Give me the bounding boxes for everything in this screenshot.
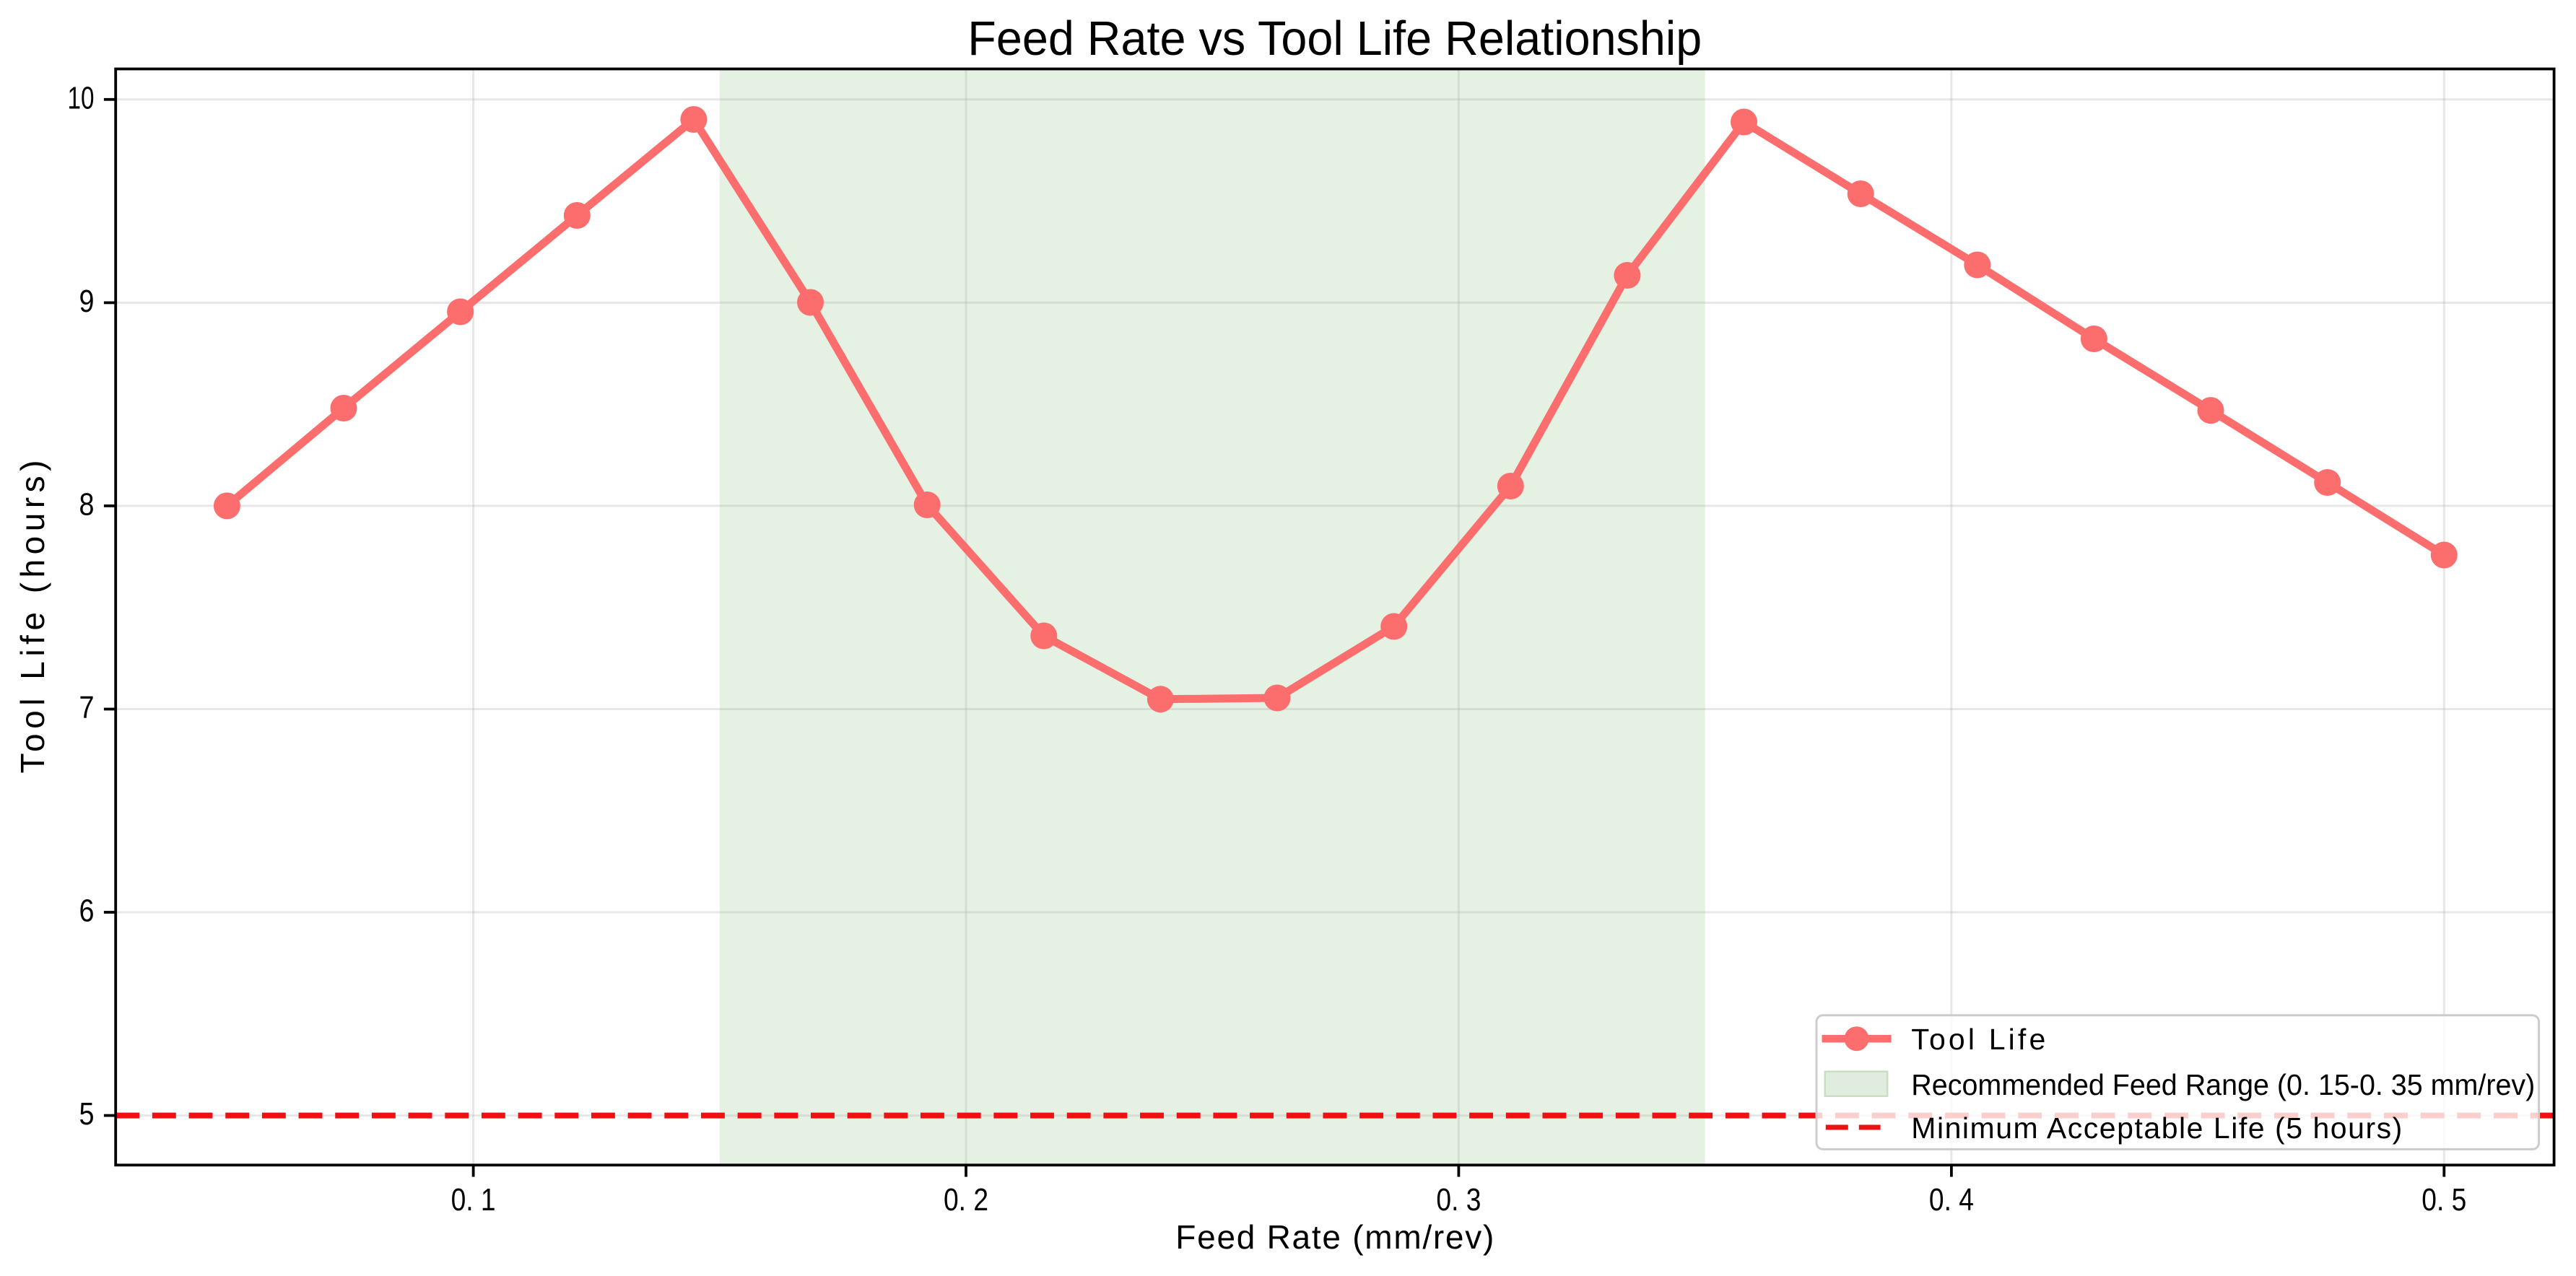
svg-text:0. 5: 0. 5: [2421, 1182, 2466, 1218]
svg-text:Recommended Feed Range (0. 15-: Recommended Feed Range (0. 15-0. 35 mm/r…: [1911, 1068, 2535, 1101]
svg-text:7: 7: [79, 690, 95, 725]
svg-text:0. 4: 0. 4: [1929, 1182, 1974, 1218]
svg-text:Feed Rate (mm/rev): Feed Rate (mm/rev): [1175, 1218, 1494, 1256]
svg-text:8: 8: [79, 487, 95, 523]
svg-text:Feed Rate vs Tool Life Relatio: Feed Rate vs Tool Life Relationship: [967, 12, 1702, 66]
svg-text:0. 3: 0. 3: [1436, 1182, 1481, 1218]
svg-text:Tool Life (hours): Tool Life (hours): [14, 460, 51, 774]
svg-text:0. 2: 0. 2: [944, 1182, 988, 1218]
svg-text:Minimum Acceptable Life (5 hou: Minimum Acceptable Life (5 hours): [1911, 1111, 2402, 1145]
svg-text:Tool Life: Tool Life: [1911, 1023, 2045, 1056]
svg-text:0. 1: 0. 1: [451, 1182, 496, 1218]
svg-text:5: 5: [79, 1096, 95, 1132]
svg-text:6: 6: [79, 893, 95, 929]
svg-text:10: 10: [68, 80, 95, 115]
svg-text:9: 9: [79, 284, 95, 319]
